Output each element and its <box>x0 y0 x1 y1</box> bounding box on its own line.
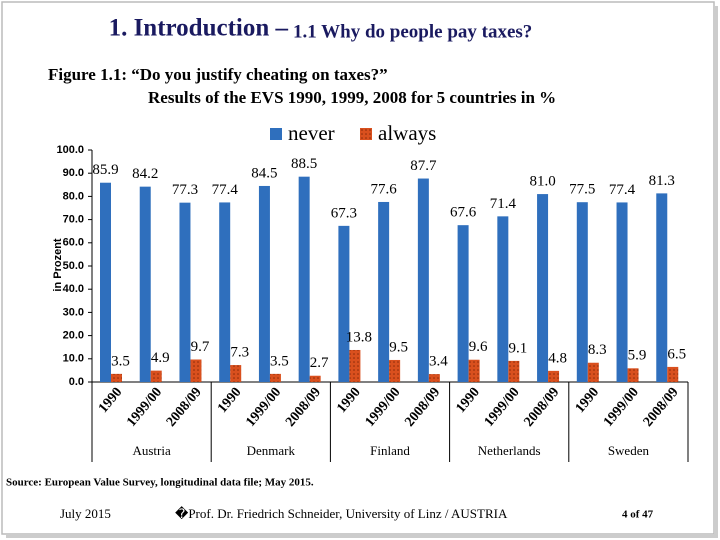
data-label: 77.4 <box>212 182 239 198</box>
bar <box>230 365 242 382</box>
data-label: 8.3 <box>588 342 607 358</box>
footer-author: �Prof. Dr. Friedrich Schneider, Universi… <box>175 506 508 521</box>
bar <box>100 182 111 382</box>
bar <box>309 375 321 382</box>
caption: Results of the EVS 1990, 1999, 2008 for … <box>148 88 556 107</box>
bar <box>269 373 281 382</box>
data-label: 67.6 <box>450 205 477 221</box>
data-label: 81.0 <box>529 174 555 190</box>
bar <box>139 186 151 382</box>
bar <box>627 368 639 382</box>
data-label: 84.2 <box>132 166 158 182</box>
footer-date: July 2015 <box>60 506 111 521</box>
bar <box>468 359 480 382</box>
y-tick-label: 50.0 <box>63 260 84 272</box>
bar <box>537 194 549 382</box>
bar <box>508 360 520 382</box>
data-label: 81.3 <box>649 173 675 189</box>
bar <box>656 193 668 382</box>
y-tick-label: 100.0 <box>56 144 84 156</box>
data-label: 3.5 <box>111 353 130 369</box>
data-label: 88.5 <box>291 156 317 172</box>
group-label: Sweden <box>608 443 650 458</box>
bar <box>548 370 560 382</box>
bar <box>258 185 270 382</box>
y-tick-label: 80.0 <box>63 190 84 202</box>
data-label: 84.5 <box>251 165 277 181</box>
data-label: 77.3 <box>172 182 198 198</box>
bar <box>576 202 588 382</box>
bar <box>497 216 509 382</box>
group-label: Austria <box>132 443 171 458</box>
group-label: Netherlands <box>478 443 541 458</box>
data-label: 4.9 <box>151 350 170 366</box>
frame-shadow <box>6 534 718 538</box>
data-label: 9.1 <box>508 340 527 356</box>
data-label: 85.9 <box>92 162 118 178</box>
data-label: 9.5 <box>389 339 408 355</box>
bar <box>417 178 429 382</box>
legend-swatch <box>360 128 372 140</box>
legend-label: always <box>378 121 436 145</box>
data-label: 9.7 <box>191 339 210 355</box>
bar <box>457 225 469 382</box>
bar <box>338 225 350 382</box>
title-main: 1. Introduction – <box>109 15 289 42</box>
bar <box>667 366 679 382</box>
y-tick-label: 90.0 <box>63 167 84 179</box>
y-tick-label: 70.0 <box>63 214 84 226</box>
data-label: 67.3 <box>331 205 357 221</box>
bar <box>349 349 361 382</box>
data-label: 77.5 <box>569 182 595 198</box>
y-tick-label: 20.0 <box>63 330 84 342</box>
caption: Figure 1.1: “Do you justify cheating on … <box>48 65 388 84</box>
y-tick-label: 40.0 <box>63 283 84 295</box>
data-label: 3.4 <box>429 354 448 370</box>
data-label: 87.7 <box>410 158 437 174</box>
data-label: 13.8 <box>346 329 372 345</box>
data-label: 2.7 <box>310 355 329 371</box>
y-axis-label: in Prozent <box>52 238 64 292</box>
y-tick-label: 60.0 <box>63 237 84 249</box>
bar <box>179 202 191 382</box>
legend-swatch <box>270 128 282 140</box>
bar <box>616 202 628 382</box>
bar <box>389 359 401 382</box>
bar <box>378 201 390 382</box>
footer-page: 4 of 47 <box>622 509 654 521</box>
data-label: 7.3 <box>230 345 249 361</box>
bar <box>190 359 202 382</box>
group-label: Denmark <box>247 443 296 458</box>
bar <box>428 374 440 382</box>
data-label: 5.9 <box>628 348 647 364</box>
data-label: 77.4 <box>609 182 636 198</box>
y-tick-label: 0.0 <box>69 376 84 388</box>
data-label: 9.6 <box>469 339 488 355</box>
bar <box>111 373 122 382</box>
data-label: 71.4 <box>490 196 517 212</box>
group-label: Finland <box>370 443 410 458</box>
bar <box>298 176 310 382</box>
data-label: 3.5 <box>270 353 289 369</box>
data-label: 6.5 <box>667 346 686 362</box>
y-tick-label: 10.0 <box>63 353 84 365</box>
data-label: 77.6 <box>371 181 398 197</box>
frame-shadow <box>714 6 718 536</box>
bar <box>219 202 231 382</box>
data-label: 4.8 <box>548 350 567 366</box>
title-sub: 1.1 Why do people pay taxes? <box>293 21 532 42</box>
source: Source: European Value Survey, longitudi… <box>6 477 314 489</box>
y-tick-label: 30.0 <box>63 306 84 318</box>
legend-label: never <box>288 121 335 145</box>
bar <box>587 362 599 382</box>
bar <box>150 370 162 382</box>
